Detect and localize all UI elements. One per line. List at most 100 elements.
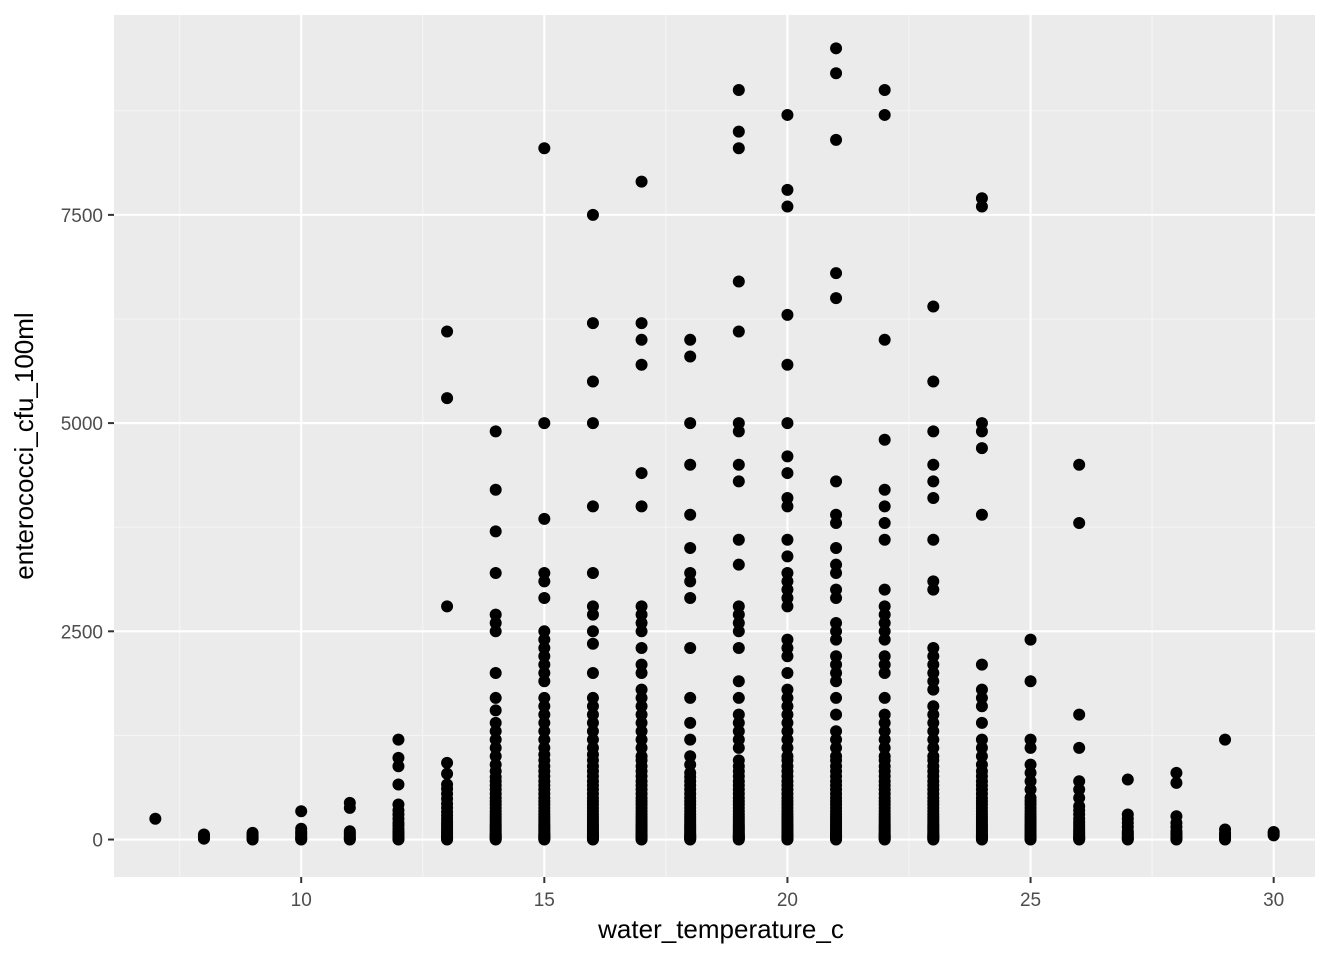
data-point: [489, 483, 502, 496]
data-point: [1219, 823, 1232, 836]
data-point: [878, 650, 891, 663]
data-point: [830, 741, 843, 754]
x-axis-title: water_temperature_c: [597, 914, 844, 944]
data-point: [927, 750, 940, 763]
data-point: [1073, 741, 1086, 754]
data-point: [538, 675, 551, 688]
data-point: [732, 641, 745, 654]
data-point: [538, 666, 551, 679]
data-point: [830, 691, 843, 704]
data-point: [878, 600, 891, 613]
data-point: [586, 637, 599, 650]
data-point: [1024, 675, 1037, 688]
data-point: [975, 425, 988, 438]
data-point: [975, 192, 988, 205]
data-point: [732, 741, 745, 754]
data-point: [489, 616, 502, 629]
data-point: [538, 650, 551, 663]
data-point: [684, 716, 697, 729]
data-point: [878, 691, 891, 704]
data-point: [927, 666, 940, 679]
data-point: [781, 417, 794, 430]
data-point: [538, 658, 551, 671]
data-point: [538, 700, 551, 713]
data-point: [830, 725, 843, 738]
data-point: [635, 725, 648, 738]
data-point: [830, 625, 843, 638]
data-point: [975, 750, 988, 763]
x-tick-label: 30: [1263, 890, 1284, 911]
data-point: [586, 625, 599, 638]
data-point: [927, 700, 940, 713]
data-point: [635, 733, 648, 746]
data-point: [975, 691, 988, 704]
data-point: [927, 641, 940, 654]
data-point: [1024, 775, 1037, 788]
data-point: [732, 675, 745, 688]
plot-panel: [114, 15, 1315, 877]
data-point: [927, 375, 940, 388]
data-point: [830, 67, 843, 80]
data-point: [343, 796, 356, 809]
data-point: [781, 108, 794, 121]
x-axis-ticks: 10 15 20 25 30: [291, 877, 1284, 911]
y-tick-label: 5000: [61, 414, 103, 435]
data-point: [538, 625, 551, 638]
data-point: [830, 267, 843, 280]
data-point: [684, 750, 697, 763]
data-point: [441, 756, 454, 769]
data-point: [489, 691, 502, 704]
data-point: [441, 392, 454, 405]
data-point: [635, 683, 648, 696]
data-point: [538, 512, 551, 525]
data-point: [732, 733, 745, 746]
y-tick-label: 2500: [61, 622, 103, 643]
data-point: [538, 417, 551, 430]
y-axis-title: enterococci_cfu_100ml: [9, 312, 39, 579]
data-point: [781, 683, 794, 696]
data-point: [489, 733, 502, 746]
data-point: [538, 142, 551, 155]
data-point: [684, 575, 697, 588]
data-point: [830, 633, 843, 646]
data-point: [1170, 776, 1183, 789]
data-point: [538, 575, 551, 588]
data-point: [927, 725, 940, 738]
data-point: [684, 591, 697, 604]
data-point: [781, 708, 794, 721]
data-point: [781, 733, 794, 746]
data-point: [732, 275, 745, 288]
data-point: [830, 750, 843, 763]
data-point: [1121, 773, 1134, 786]
data-point: [489, 608, 502, 621]
data-point: [586, 567, 599, 580]
data-point: [586, 600, 599, 613]
data-point: [830, 583, 843, 596]
data-point: [197, 828, 210, 841]
data-point: [1073, 517, 1086, 530]
data-point: [732, 458, 745, 471]
data-point: [538, 641, 551, 654]
data-point: [586, 500, 599, 513]
data-point: [878, 750, 891, 763]
data-point: [635, 666, 648, 679]
data-point: [781, 641, 794, 654]
data-point: [781, 583, 794, 596]
data-point: [586, 733, 599, 746]
data-point: [392, 751, 405, 764]
data-point: [781, 567, 794, 580]
data-point: [538, 725, 551, 738]
data-point: [878, 500, 891, 513]
x-tick-label: 15: [534, 890, 555, 911]
data-point: [489, 758, 502, 771]
major-gridlines: [114, 15, 1315, 877]
data-point: [586, 317, 599, 330]
data-point: [732, 608, 745, 621]
data-point: [732, 708, 745, 721]
data-point: [830, 292, 843, 305]
data-point: [538, 708, 551, 721]
data-point: [343, 825, 356, 838]
data-point: [878, 608, 891, 621]
data-point: [781, 308, 794, 321]
data-points: [149, 42, 1280, 846]
